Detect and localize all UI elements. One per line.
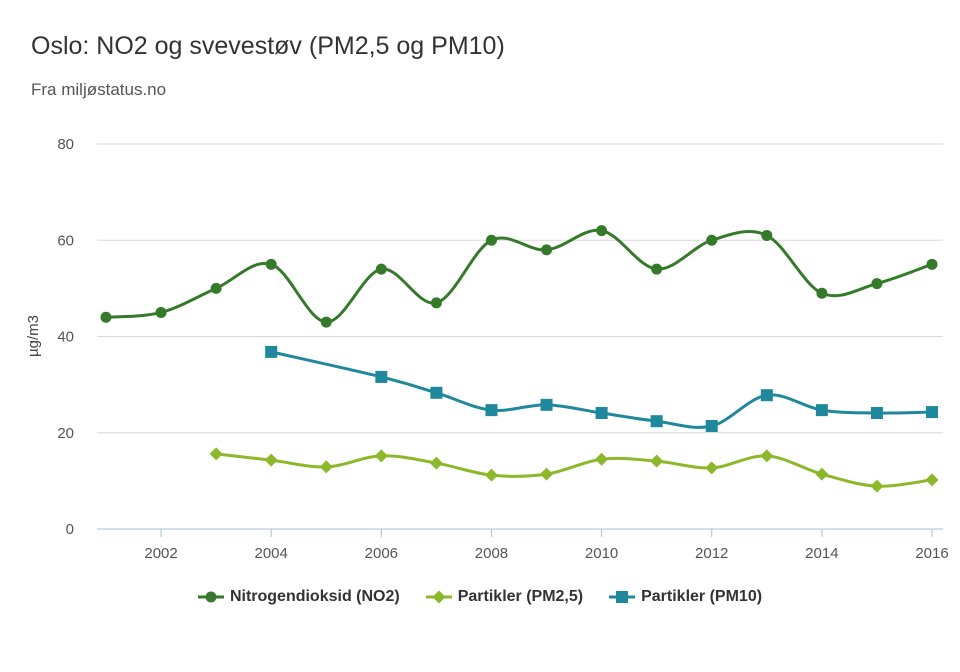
series-line (105, 228, 933, 324)
data-point (816, 287, 828, 299)
chart-subtitle: Fra miljøstatus.no (31, 80, 167, 99)
series-1 (209, 447, 939, 493)
data-point (485, 234, 497, 246)
y-tick-label: 0 (66, 521, 74, 538)
data-point (319, 460, 333, 474)
y-axis-label: µg/m3 (25, 315, 42, 357)
data-point (760, 389, 773, 402)
legend-symbol-icon (197, 591, 224, 603)
y-tick-label: 80 (57, 136, 74, 153)
data-point (871, 278, 883, 290)
data-point (815, 467, 829, 481)
x-tick-label: 2004 (255, 545, 288, 562)
data-point (596, 225, 608, 237)
legend-symbol-icon (425, 590, 452, 604)
data-point (540, 398, 553, 411)
x-tick-label: 2008 (475, 545, 508, 562)
data-point (375, 263, 387, 275)
legend-symbol-icon (609, 591, 636, 603)
data-point (430, 386, 443, 399)
data-point (484, 468, 498, 482)
data-point (705, 420, 718, 433)
data-point (375, 370, 388, 383)
data-point (705, 461, 719, 475)
data-point (430, 297, 442, 309)
legend-label: Nitrogendioksid (NO2) (229, 588, 400, 605)
legend-label: Partikler (PM2,5) (457, 588, 584, 605)
data-point (374, 449, 388, 463)
legend-label: Partikler (PM10) (641, 588, 763, 605)
data-point (650, 415, 663, 428)
data-point (320, 316, 332, 328)
line-chart: 0 20 40 60 80 2002 2004 2006 2008 2010 2012 2014 201… (25, 136, 949, 562)
legend-marker (205, 591, 217, 603)
data-point (926, 406, 938, 419)
data-point (595, 407, 608, 420)
data-point (265, 258, 277, 270)
legend-item[interactable]: Partikler (PM10) (609, 588, 762, 606)
data-point (429, 456, 443, 470)
data-point (100, 311, 112, 323)
x-tick-label: 2014 (805, 545, 838, 562)
data-point (650, 454, 664, 468)
data-point (870, 479, 884, 493)
legend-marker (616, 591, 629, 603)
x-tick-label: 2010 (585, 545, 618, 562)
legend-item[interactable]: Nitrogendioksid (NO2) (197, 588, 400, 606)
data-point (870, 407, 883, 420)
x-tick-label: 2006 (365, 545, 398, 562)
y-tick-label: 40 (57, 329, 74, 346)
data-point (706, 234, 718, 246)
data-point (485, 404, 498, 417)
data-point (926, 258, 938, 270)
data-point (540, 467, 554, 481)
data-point (541, 244, 553, 256)
data-point (761, 229, 773, 241)
data-point (760, 449, 774, 463)
series-2 (265, 345, 938, 433)
legend: Nitrogendioksid (NO2) Partikler (PM2,5) Pa… (0, 588, 960, 606)
data-point (595, 452, 609, 466)
data-point (155, 306, 167, 318)
legend-marker (432, 590, 446, 604)
x-tick-label: 2016 (915, 545, 948, 562)
data-point (265, 345, 278, 358)
chart-title: Oslo: NO2 og svevestøv (PM2,5 og PM10) (31, 32, 505, 60)
data-point (264, 453, 278, 467)
series-0 (100, 225, 938, 328)
y-tick-label: 60 (57, 232, 74, 249)
y-tick-label: 20 (57, 425, 74, 442)
data-point (210, 282, 222, 294)
data-point (815, 404, 828, 417)
data-point (925, 473, 939, 487)
x-tick-label: 2002 (144, 545, 177, 562)
legend-item[interactable]: Partikler (PM2,5) (425, 588, 584, 606)
data-point (651, 263, 663, 275)
x-tick-label: 2012 (695, 545, 728, 562)
data-point (209, 447, 223, 461)
